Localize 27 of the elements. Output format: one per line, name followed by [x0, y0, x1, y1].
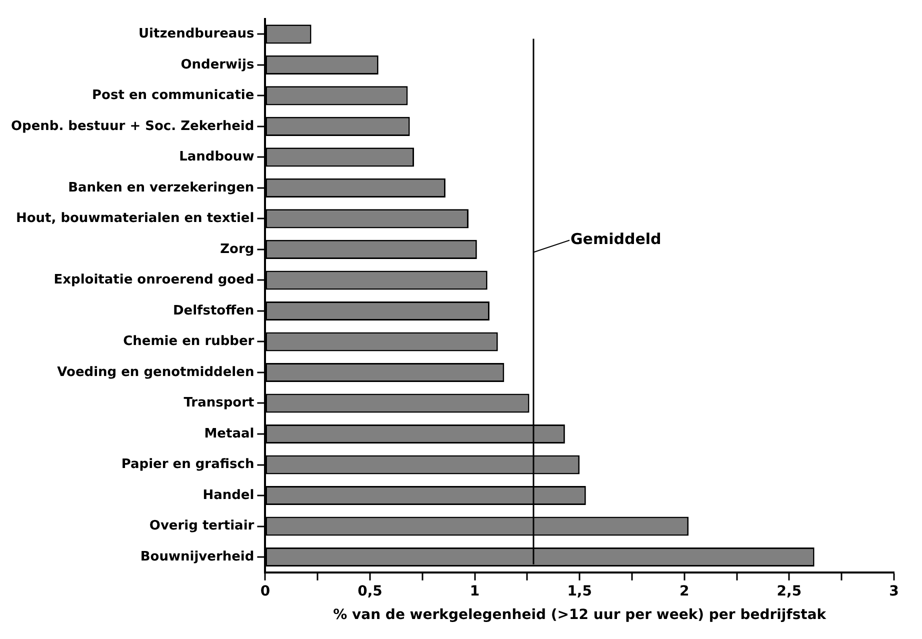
y-tick-label: Exploitatie onroerend goed	[54, 272, 254, 288]
y-tick-label: Papier en grafisch	[121, 457, 254, 472]
y-tick-label: Delfstoffen	[172, 303, 254, 318]
y-tick-label: Chemie en rubber	[123, 334, 255, 350]
y-tick-label: Voeding en genotmiddelen	[57, 364, 254, 380]
y-tick-label: Hout, bouwmaterialen en textiel	[16, 211, 254, 226]
x-tick-label: 1	[470, 583, 480, 600]
y-tick-label: Post en communicatie	[92, 88, 254, 104]
x-tick-label: 1,5	[567, 583, 592, 600]
y-tick-label: Metaal	[204, 426, 254, 442]
x-tick-label: 2,5	[776, 583, 802, 600]
x-axis-title: % van de werkgelegenheid (>12 uur per week) per bedrijfstak	[333, 607, 827, 624]
y-tick-label: Banken en verzekeringen	[68, 180, 254, 196]
y-tick-label: Onderwijs	[180, 57, 254, 72]
y-tick-label: Uitzendbureaus	[138, 26, 254, 42]
y-tick-label: Openb. bestuur + Soc. Zekerheid	[10, 118, 254, 134]
y-tick-label: Handel	[202, 488, 254, 503]
y-tick-label: Bouwnijverheid	[140, 549, 254, 564]
ref-line-label: Gemiddeld	[570, 230, 662, 248]
y-tick-label: Transport	[184, 396, 254, 411]
y-tick-label: Zorg	[220, 242, 254, 257]
x-tick-label: 2	[680, 583, 690, 600]
y-tick-label: Landbouw	[179, 150, 254, 165]
x-tick-label: 0,5	[358, 583, 382, 600]
y-tick-label: Overig tertiair	[149, 518, 255, 534]
x-tick-label: 3	[889, 583, 899, 600]
x-tick-label: 0	[260, 583, 270, 600]
